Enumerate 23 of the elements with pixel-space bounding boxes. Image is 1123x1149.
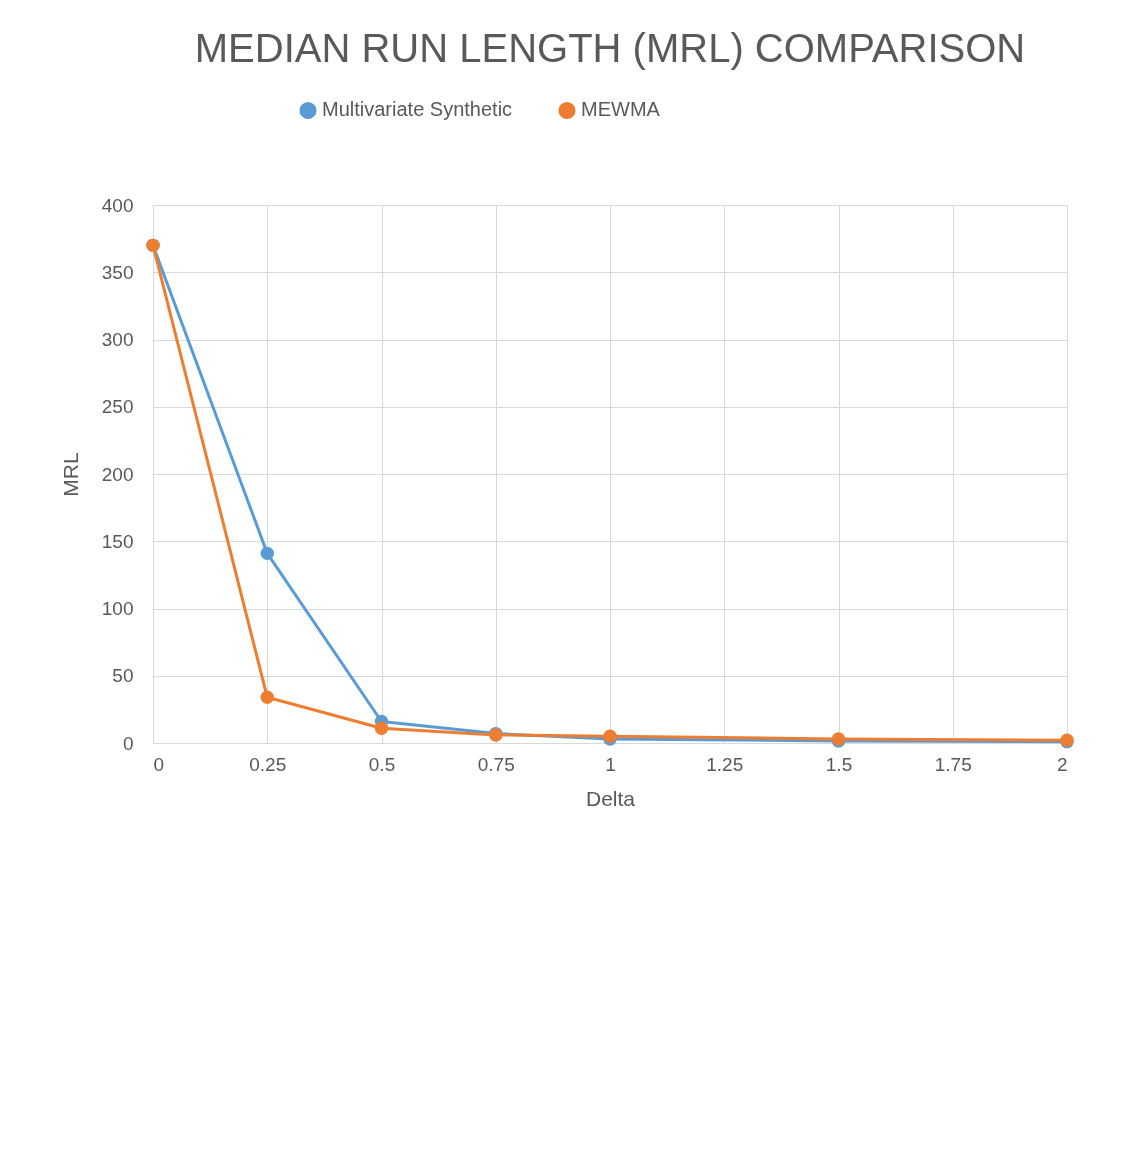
x-tick-label: 0.25 [249, 753, 287, 775]
x-tick-label: 1.5 [825, 753, 853, 775]
y-tick-label: 300 [101, 329, 134, 350]
x-tick-label: 0.75 [477, 753, 515, 775]
x-tick-label: 0 [153, 753, 165, 775]
x-tick-label: 2 [1056, 753, 1068, 775]
legend-label: Multivariate Synthetic [322, 98, 513, 121]
y-tick-label: 100 [101, 598, 134, 619]
y-tick-label: 400 [101, 194, 134, 216]
x-axis-title: Delta [585, 786, 636, 810]
y-tick-label: 200 [101, 463, 134, 485]
x-tick-label: 1 [605, 753, 616, 775]
y-axis-title: MRL [58, 452, 82, 497]
y-tick-label: 0 [122, 732, 134, 754]
chart-title: MEDIAN RUN LENGTH (MRL) COMPARISON [194, 26, 1026, 70]
x-tick-label: 0.5 [368, 753, 396, 775]
legend-label: MEWMA [581, 98, 661, 121]
y-tick-label: 250 [101, 396, 134, 418]
y-tick-label: 150 [101, 530, 134, 552]
x-tick-label: 1.75 [934, 753, 972, 775]
y-tick-label: 50 [112, 665, 134, 687]
x-tick-label: 1.25 [706, 753, 744, 775]
y-tick-label: 350 [101, 261, 134, 283]
